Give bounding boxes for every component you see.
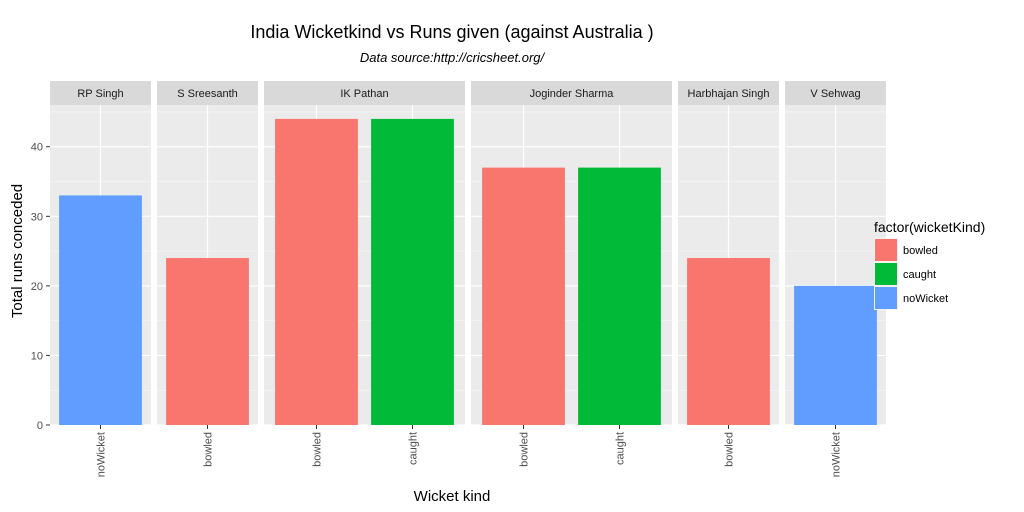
bar <box>794 285 877 425</box>
y-tick-label: 0 <box>37 420 43 432</box>
y-tick-label: 40 <box>31 142 43 154</box>
facet-strip-label: V Sehwag <box>810 88 860 100</box>
x-tick-label: bowled <box>312 432 324 467</box>
facet-panel: IK Pathan bowled caught <box>264 81 465 467</box>
x-tick-label: noWicket <box>96 432 108 477</box>
bar <box>371 118 454 426</box>
facet-strip <box>678 81 779 105</box>
legend: factor(wicketKind) bowled caught noWicket <box>874 219 985 310</box>
facet-strip-label: S Sreesanth <box>177 88 238 100</box>
legend-title: factor(wicketKind) <box>874 219 985 235</box>
bar <box>482 167 565 425</box>
bar <box>578 167 661 425</box>
facet-panel: RP Singh noWicket <box>50 81 151 477</box>
bar <box>687 258 770 425</box>
y-tick-label: 30 <box>31 211 43 223</box>
facet-panel: V Sehwag noWicket <box>785 81 886 477</box>
x-tick-label: bowled <box>724 432 736 467</box>
facet-strip-label: Harbhajan Singh <box>688 88 770 100</box>
bar <box>166 258 249 425</box>
x-tick-label: caught <box>408 432 420 465</box>
x-tick-label: caught <box>615 432 627 465</box>
x-tick-label: noWicket <box>831 432 843 477</box>
legend-swatch <box>875 263 897 285</box>
facet-strip-label: Joginder Sharma <box>530 88 615 100</box>
facet-strip <box>157 81 258 105</box>
facet-panel: Harbhajan Singh bowled <box>678 81 779 467</box>
x-tick-label: bowled <box>203 432 215 467</box>
legend-label: bowled <box>903 245 938 257</box>
x-axis-title: Wicket kind <box>414 488 491 505</box>
y-tick-label: 20 <box>31 281 43 293</box>
facet-strip <box>471 81 672 105</box>
legend-swatch <box>875 287 897 309</box>
facet-panel: Joginder Sharma bowled caught <box>471 81 672 467</box>
y-tick-label: 10 <box>31 350 43 362</box>
facet-strip-label: IK Pathan <box>340 88 388 100</box>
legend-label: caught <box>903 269 936 281</box>
y-axis: 0 10 20 30 40 <box>31 142 50 432</box>
facet-panel: S Sreesanth bowled <box>157 81 258 467</box>
legend-swatch <box>875 239 897 261</box>
y-axis-title: Total runs conceded <box>9 184 26 318</box>
facet-strip <box>264 81 465 105</box>
chart-title: India Wicketkind vs Runs given (against … <box>250 22 653 42</box>
x-tick-label: bowled <box>519 432 531 467</box>
facet-strip-label: RP Singh <box>77 88 123 100</box>
facet-strip <box>50 81 151 105</box>
legend-label: noWicket <box>903 293 948 305</box>
chart-subtitle: Data source:http://cricsheet.org/ <box>360 50 546 65</box>
bar <box>59 195 142 425</box>
facet-strip <box>785 81 886 105</box>
bar <box>275 118 358 426</box>
